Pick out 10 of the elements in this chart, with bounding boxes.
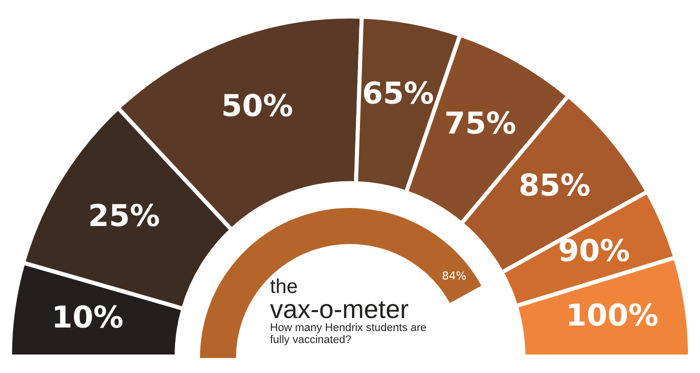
slice-label: 85% xyxy=(518,168,590,204)
slice-label: 84% xyxy=(442,269,466,282)
slice-label: 10% xyxy=(52,300,124,336)
slice-label: 65% xyxy=(362,76,434,112)
slice-label: 90% xyxy=(558,234,630,269)
text: How many Hendrix students are fully vaccinated? xyxy=(270,322,428,346)
slice-label: 25% xyxy=(88,198,160,234)
slice-label: 100% xyxy=(566,298,658,334)
slice-label: 50% xyxy=(221,89,294,124)
slice-label: 75% xyxy=(444,106,516,142)
